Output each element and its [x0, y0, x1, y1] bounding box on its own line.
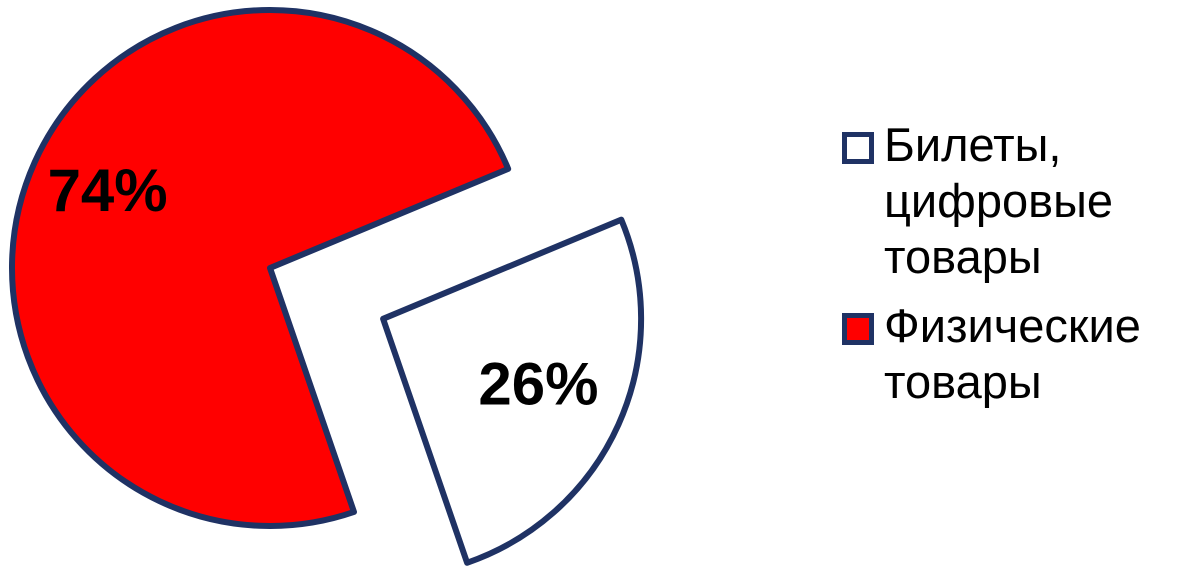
legend-swatch-physical	[842, 313, 874, 345]
legend-label-physical: Физические товары	[884, 299, 1141, 408]
legend-label-tickets: Билеты, цифровые товары	[884, 118, 1114, 283]
legend: Билеты, цифровые товары Физические товар…	[842, 117, 1179, 410]
legend-item-physical: Физические товары	[842, 298, 1179, 410]
legend-swatch-tickets	[842, 132, 874, 164]
data-label-tickets: 26%	[478, 350, 598, 417]
pie-slice-tickets	[380, 216, 645, 566]
legend-item-tickets: Билеты, цифровые товары	[842, 117, 1179, 285]
pie-slice-physical	[9, 7, 512, 529]
data-label-physical: 74%	[48, 157, 168, 224]
